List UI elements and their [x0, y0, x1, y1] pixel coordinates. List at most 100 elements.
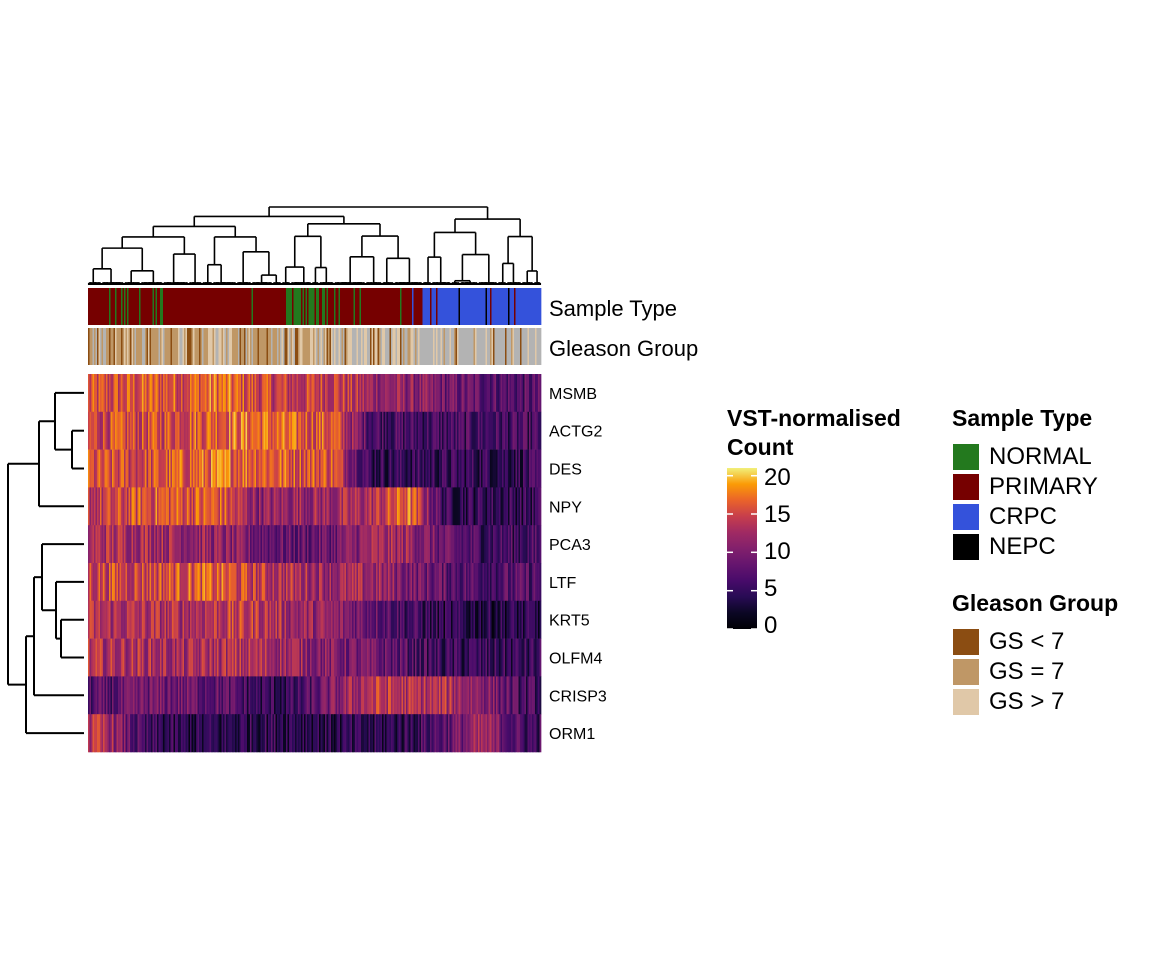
heatmap-cell — [203, 525, 206, 564]
sample-type-cell — [224, 288, 227, 325]
heatmap-cell — [275, 714, 278, 753]
heatmap-cell — [347, 525, 350, 564]
heatmap-cell — [223, 411, 225, 450]
heatmap-cell — [457, 714, 459, 753]
heatmap-cell — [194, 411, 197, 450]
heatmap-cell — [91, 563, 93, 602]
heatmap-cell — [94, 411, 96, 450]
heatmap-cell — [119, 563, 122, 602]
sample-type-cell — [202, 288, 204, 325]
heatmap-cell — [391, 411, 393, 450]
heatmap-cell — [215, 563, 218, 602]
heatmap-cell — [296, 714, 299, 753]
heatmap-cell — [89, 563, 92, 602]
heatmap-cell — [427, 411, 429, 450]
heatmap-cell — [379, 411, 381, 450]
heatmap-cell — [116, 600, 119, 639]
heatmap-cell — [350, 638, 353, 677]
heatmap-cell — [395, 525, 398, 564]
heatmap-cell — [310, 525, 312, 564]
heatmap-cell — [256, 374, 258, 413]
heatmap-cell — [298, 600, 300, 639]
heatmap-cell — [355, 525, 357, 564]
heatmap-cell — [361, 374, 363, 413]
heatmap-cell — [160, 714, 162, 753]
heatmap-cell — [239, 487, 242, 526]
legend-label: GS > 7 — [989, 688, 1065, 715]
heatmap-cell — [287, 449, 290, 488]
heatmap-cell — [358, 487, 360, 526]
heatmap-cell — [460, 600, 462, 639]
heatmap-cell — [361, 638, 363, 677]
heatmap-cell — [352, 449, 354, 488]
heatmap-cell — [236, 676, 239, 715]
heatmap-cell — [440, 714, 443, 753]
gleason-group-cell — [158, 328, 161, 365]
sample-type-cell — [169, 288, 171, 325]
sample-type-cell — [397, 288, 399, 325]
heatmap-cell — [326, 411, 329, 450]
heatmap-cell — [301, 449, 303, 488]
gleason-group-cell — [382, 328, 384, 365]
gleason-group-cell — [166, 328, 168, 365]
sample-type-cell — [451, 288, 453, 325]
heatmap-cell — [248, 638, 251, 677]
heatmap-cell — [127, 676, 129, 715]
gleason-group-cell — [236, 328, 239, 365]
heatmap-cell — [415, 525, 417, 564]
heatmap-cell — [194, 600, 197, 639]
heatmap-cell — [415, 563, 417, 602]
heatmap-cell — [416, 676, 419, 715]
heatmap-cell — [251, 411, 254, 450]
heatmap-cell — [479, 714, 482, 753]
sample-type-cell — [265, 288, 267, 325]
heatmap-cell — [287, 411, 290, 450]
heatmap-cell — [275, 449, 278, 488]
heatmap-cell — [338, 449, 341, 488]
heatmap-cell — [143, 563, 146, 602]
heatmap-cell — [391, 449, 393, 488]
heatmap-cell — [493, 563, 495, 602]
heatmap-cell — [533, 449, 536, 488]
heatmap-cell — [335, 563, 338, 602]
gleason-group-cell — [494, 328, 497, 365]
gleason-group-cell — [289, 328, 291, 365]
heatmap-cell — [110, 374, 113, 413]
heatmap-cell — [319, 563, 321, 602]
sample-type-cell — [113, 288, 116, 325]
heatmap-cell — [200, 600, 203, 639]
heatmap-cell — [172, 411, 174, 450]
heatmap-cell — [461, 563, 464, 602]
heatmap-cell — [509, 487, 512, 526]
heatmap-cell — [247, 374, 249, 413]
heatmap-cell — [418, 374, 420, 413]
heatmap-cell — [139, 525, 141, 564]
heatmap-cell — [328, 638, 330, 677]
heatmap-cell — [322, 487, 324, 526]
heatmap-cell — [365, 638, 368, 677]
heatmap-cell — [182, 676, 185, 715]
heatmap-cell — [389, 714, 392, 753]
heatmap-cell — [145, 600, 147, 639]
heatmap-cell — [362, 487, 365, 526]
heatmap-cell — [136, 714, 138, 753]
heatmap-cell — [524, 374, 527, 413]
gleason-group-cell — [160, 328, 162, 365]
heatmap-cell — [509, 374, 512, 413]
heatmap-cell — [506, 487, 509, 526]
heatmap-cell — [176, 449, 179, 488]
heatmap-cell — [293, 714, 296, 753]
heatmap-cell — [454, 525, 456, 564]
heatmap-cell — [242, 374, 245, 413]
heatmap-cell — [149, 487, 152, 526]
heatmap-cell — [307, 714, 309, 753]
heatmap-cell — [344, 600, 347, 639]
heatmap-cell — [485, 600, 488, 639]
heatmap-cell — [392, 525, 395, 564]
heatmap-cell — [271, 449, 273, 488]
heatmap-cell — [145, 449, 147, 488]
heatmap-cell — [320, 714, 323, 753]
heatmap-cell — [362, 411, 365, 450]
heatmap-cell — [365, 563, 368, 602]
heatmap-cell — [526, 638, 528, 677]
